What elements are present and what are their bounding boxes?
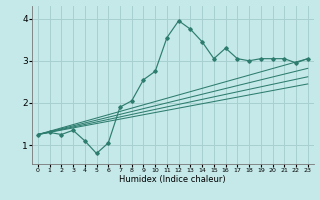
X-axis label: Humidex (Indice chaleur): Humidex (Indice chaleur): [119, 175, 226, 184]
